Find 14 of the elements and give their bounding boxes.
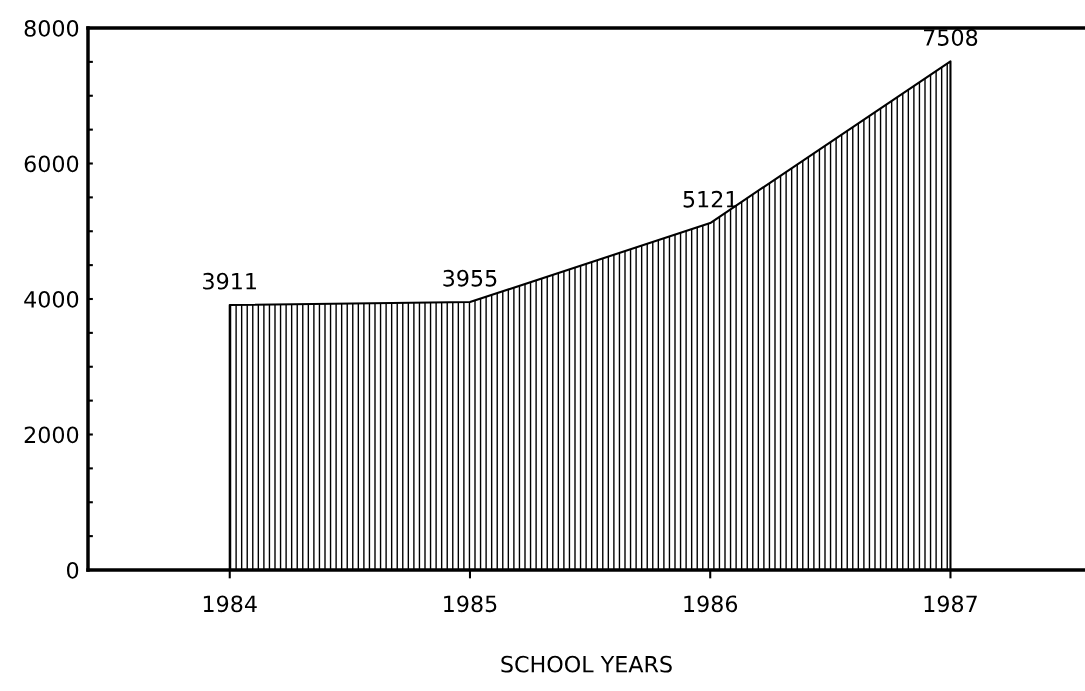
y-tick-label: 8000 [24,19,79,37]
data-label: 7508 [924,29,978,46]
y-tick-label: 4000 [24,290,79,308]
data-label: 3911 [203,272,256,290]
x-tick-label: 1985 [444,595,497,613]
x-axis-title: SCHOOL YEARS [501,655,672,673]
y-tick-label: 6000 [24,155,79,173]
y-tick-label: 2000 [24,426,79,444]
y-tick-label: 0 [66,561,79,579]
x-tick-label: 1986 [684,595,738,613]
data-label: 5121 [683,190,737,208]
x-tick-label: 1984 [203,595,257,613]
data-label: 3955 [443,269,497,287]
x-tick-label: 1987 [924,595,977,613]
